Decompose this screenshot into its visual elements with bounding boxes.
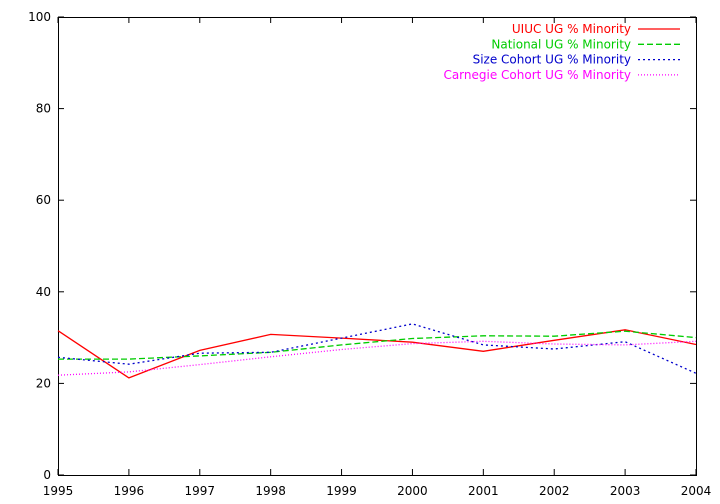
series-line-2 bbox=[58, 330, 697, 360]
x-tick-label: 1995 bbox=[43, 484, 74, 498]
legend-label-2: National UG % Minority bbox=[491, 37, 631, 51]
y-tick-label: 100 bbox=[28, 10, 51, 24]
x-tick-label: 1999 bbox=[326, 484, 357, 498]
y-tick-label: 60 bbox=[36, 193, 51, 207]
series-line-3 bbox=[57, 323, 697, 374]
y-tick-label: 40 bbox=[36, 285, 51, 299]
y-tick-label: 20 bbox=[36, 376, 51, 390]
series-line-1 bbox=[57, 329, 697, 379]
x-tick-label: 1998 bbox=[255, 484, 286, 498]
plot-frame bbox=[58, 17, 697, 476]
x-tick-label: 2001 bbox=[468, 484, 499, 498]
series-layer bbox=[57, 323, 697, 379]
legend-label-3: Size Cohort UG % Minority bbox=[473, 53, 631, 67]
axes: 0 20 40 60 80 100 1995 1996 1997 1998 1999 2000 2001… bbox=[28, 10, 711, 498]
y-tick-label: 80 bbox=[36, 102, 51, 116]
y-tick-label: 0 bbox=[43, 468, 51, 482]
x-tick-label: 2002 bbox=[539, 484, 570, 498]
x-tick-label: 2003 bbox=[610, 484, 641, 498]
legend-label-1: UIUC UG % Minority bbox=[512, 22, 631, 36]
x-tick-label: 2004 bbox=[681, 484, 712, 498]
x-tick-label: 1997 bbox=[185, 484, 216, 498]
x-tick-label: 1996 bbox=[114, 484, 145, 498]
x-tick-label: 2000 bbox=[397, 484, 428, 498]
legend-label-4: Carnegie Cohort UG % Minority bbox=[443, 68, 631, 82]
